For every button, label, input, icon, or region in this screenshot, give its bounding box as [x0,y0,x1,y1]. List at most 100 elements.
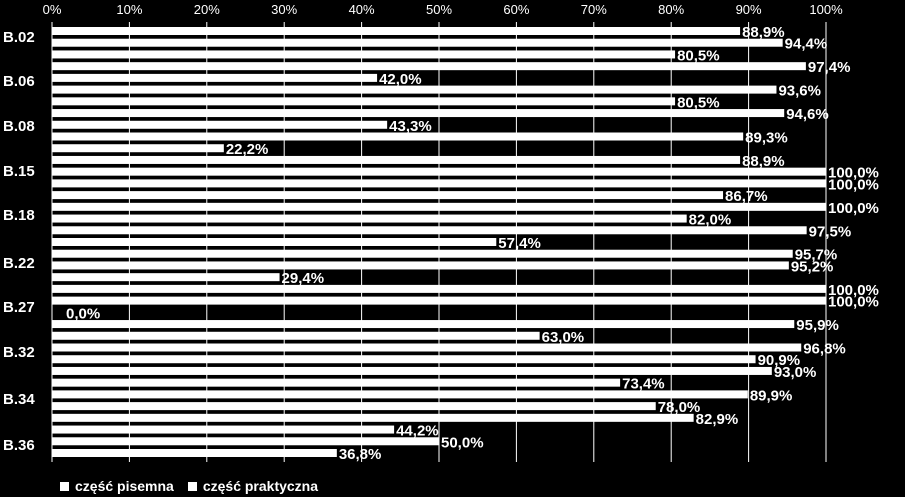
data-label: 73,4% [622,376,665,393]
bar [52,191,724,200]
category-label: B.36 [3,437,35,454]
category-label: B.32 [3,344,35,361]
bar [52,249,793,258]
bar [52,425,395,434]
category-label: B.22 [3,255,35,272]
bar [52,437,439,446]
category-label: B.06 [3,73,35,90]
data-label: 89,9% [750,387,793,404]
legend-item-praktyczna: część praktyczna [187,478,319,494]
data-label: 88,9% [742,153,785,170]
data-label: 57,4% [498,235,541,252]
data-label: 94,6% [786,106,829,123]
x-tick-label: 60% [503,2,529,17]
category-label: B.27 [3,299,35,316]
data-label: 88,9% [742,24,785,41]
bar [52,214,687,223]
bar [52,390,748,399]
bar [52,355,756,364]
bar [52,109,785,118]
data-label: 0,0% [66,305,100,322]
bar [52,226,807,235]
data-label: 82,0% [689,212,732,229]
data-label: 96,8% [803,341,846,358]
data-label: 22,2% [226,141,269,158]
data-label: 80,5% [677,94,720,111]
data-label: 36,8% [339,446,382,463]
legend-item-pisemna: część pisemna [60,478,174,494]
bar [52,155,741,164]
data-label: 44,2% [396,423,439,440]
x-tick-label: 90% [736,2,762,17]
legend-label-pisemna: część pisemna [75,478,174,494]
bar [52,378,621,387]
bar [52,97,676,106]
bar [52,132,744,141]
bar [52,331,540,340]
data-label: 95,7% [795,247,838,264]
bar [52,85,777,94]
data-label: 95,2% [791,258,834,275]
bar [52,413,694,422]
data-label: 29,4% [282,270,325,287]
x-tick-label: 80% [658,2,684,17]
bar [52,144,224,153]
bar [52,50,676,59]
data-label: 94,4% [785,36,828,53]
bar [52,343,802,352]
data-label: 50,0% [441,434,484,451]
data-label: 100,0% [828,200,879,217]
data-label: 93,0% [774,364,817,381]
bar [52,238,497,246]
data-label: 43,3% [389,118,432,135]
category-label: B.18 [3,207,35,224]
data-label: 86,7% [725,188,768,205]
legend-swatch-pisemna [60,481,69,491]
data-label: 80,5% [677,47,720,64]
bar [52,179,826,188]
bar [52,120,388,129]
data-label: 97,5% [809,223,852,240]
bar [52,402,656,411]
data-label: 100,0% [828,176,879,193]
x-tick-label: 10% [116,2,142,17]
bar [52,366,772,375]
data-label: 82,9% [696,411,739,428]
data-label: 90,9% [758,352,801,369]
x-tick-label: 0% [43,2,62,17]
category-label: B.15 [3,163,35,180]
data-label: 63,0% [542,329,585,346]
bar [52,73,378,82]
x-tick-label: 40% [349,2,375,17]
legend-swatch-praktyczna [187,481,197,491]
x-tick-label: 70% [581,2,607,17]
data-label: 78,0% [658,399,701,416]
legend: część pisemna część praktyczna [60,478,318,494]
category-label: B.34 [3,391,35,408]
bar [52,284,826,293]
data-label: 95,9% [796,317,839,334]
data-label: 100,0% [828,282,879,299]
x-tick-label: 20% [194,2,220,17]
data-label: 100,0% [828,294,879,311]
bar [52,273,280,282]
data-label: 93,6% [778,83,821,100]
bar [52,320,795,329]
bar [52,38,783,47]
bar [52,62,806,71]
category-label: B.08 [3,118,35,135]
data-label: 100,0% [828,165,879,182]
data-label: 97,4% [808,59,851,76]
bar [52,27,741,35]
bar [52,202,826,211]
data-label: 42,0% [379,71,422,88]
bar [52,167,826,176]
bar [52,296,826,305]
bar [52,261,789,270]
legend-label-praktyczna: część praktyczna [202,478,319,494]
x-tick-label: 100% [809,2,843,17]
x-tick-label: 50% [426,2,452,17]
category-label: B.02 [3,29,35,46]
bar [52,449,337,457]
